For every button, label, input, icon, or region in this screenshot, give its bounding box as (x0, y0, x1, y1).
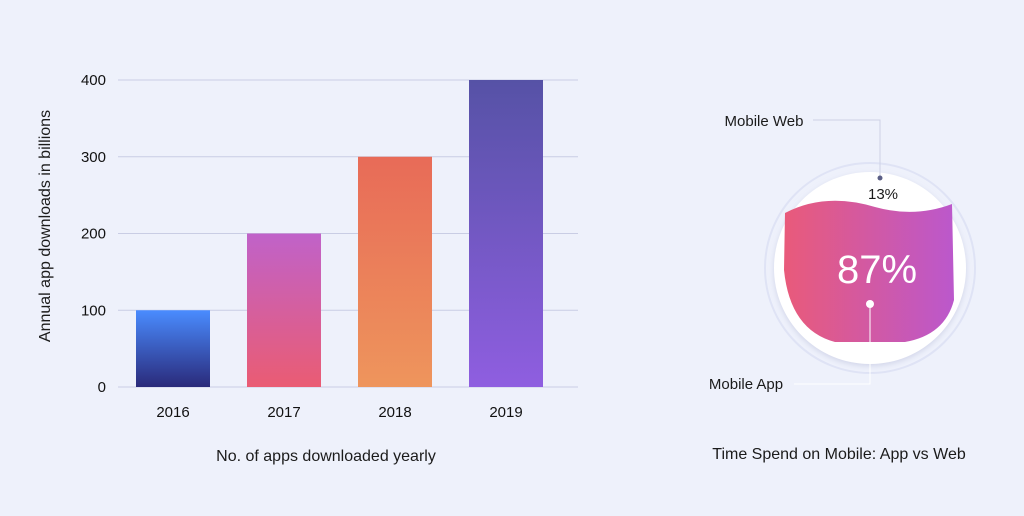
mobile-app-percent: 87% (837, 248, 917, 292)
mobile-web-percent: 13% (868, 186, 898, 203)
mobile-app-leader-line (794, 305, 871, 385)
x-tick-label-2018: 2018 (378, 404, 411, 421)
mobile-web-label: Mobile Web (725, 113, 804, 130)
mobile-app-slice (784, 200, 954, 342)
x-tick-label-2016: 2016 (156, 404, 189, 421)
mobile-web-marker (877, 175, 883, 181)
y-tick-label: 0 (98, 379, 106, 396)
y-axis-title: Annual app downloads in billions (37, 110, 54, 342)
mobile-app-label: Mobile App (709, 376, 783, 393)
y-tick-label: 400 (81, 72, 106, 89)
donut-chart: 87% 13% Mobile Web Mobile App Time Spend… (709, 113, 976, 463)
x-tick-labels: 2016 2017 2018 2019 (156, 404, 522, 421)
bar-2016 (136, 310, 210, 387)
y-tick-label: 200 (81, 226, 106, 243)
bar-2019 (469, 80, 543, 387)
bar-2017 (247, 233, 321, 387)
donut-title: Time Spend on Mobile: App vs Web (712, 446, 966, 463)
bars (136, 80, 543, 387)
x-tick-label-2017: 2017 (267, 404, 300, 421)
x-axis-title: No. of apps downloaded yearly (216, 448, 436, 465)
y-tick-label: 300 (81, 149, 106, 166)
bar-chart: 2016 2017 2018 2019 0 100 200 300 400 No. of ap… (37, 72, 578, 465)
x-tick-label-2019: 2019 (489, 404, 522, 421)
mobile-app-marker (866, 300, 874, 308)
y-tick-labels: 0 100 200 300 400 (81, 72, 106, 396)
mobile-web-leader-line (813, 119, 881, 176)
bar-2018 (358, 156, 432, 387)
y-tick-label: 100 (81, 302, 106, 319)
